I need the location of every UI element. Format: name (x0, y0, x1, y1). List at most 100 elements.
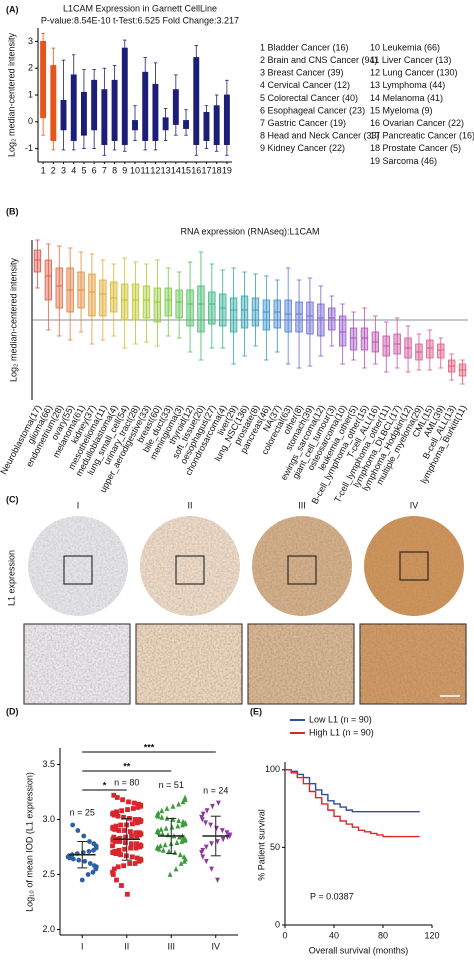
y-tick-label: 2.5 (42, 869, 55, 879)
dot (91, 841, 97, 847)
dot (169, 824, 175, 830)
box (172, 89, 179, 125)
dot (175, 823, 181, 829)
panel-label: (C) (6, 494, 19, 504)
y-tick-label: 0 (275, 919, 280, 929)
box (193, 57, 200, 145)
dot (126, 799, 131, 805)
dot (133, 845, 139, 851)
x-tick-label: 0 (282, 930, 287, 940)
column-label: II (187, 500, 192, 510)
box (197, 285, 205, 333)
box (284, 299, 292, 333)
x-tick-label: 16 (191, 165, 201, 175)
dot (172, 849, 178, 855)
box (186, 289, 194, 327)
x-tick-label: 5 (81, 165, 86, 175)
significance-label: *** (144, 742, 155, 752)
y-tick-label: 50 (270, 842, 280, 852)
dot (118, 852, 123, 858)
box (142, 71, 149, 141)
legend-entry: 4 Cervical Cancer (12) (260, 80, 350, 90)
box (70, 74, 77, 141)
dot (117, 835, 123, 841)
dot (158, 843, 163, 849)
box (60, 99, 67, 131)
legend-entry: 17 Pancreatic Cancer (16) (370, 131, 474, 141)
dot (92, 863, 97, 869)
dot (170, 803, 176, 809)
dot (86, 849, 92, 854)
dot (208, 822, 214, 828)
dot (176, 817, 182, 823)
box (142, 285, 151, 319)
dot (128, 845, 133, 851)
y-tick-label: 0 (28, 116, 33, 126)
box (80, 91, 87, 136)
box (203, 112, 210, 141)
x-tick-label: 18 (212, 165, 222, 175)
dot (177, 851, 183, 858)
dot (200, 854, 206, 860)
legend-entry: 8 Head and Neck Cancer (33) (260, 131, 380, 141)
x-tick-label: 17 (201, 165, 211, 175)
dot (124, 891, 130, 897)
significance-label: * (103, 780, 107, 790)
y-axis-label: Log₂ median-centered intensity (6, 32, 16, 157)
dot (162, 841, 168, 848)
box (121, 47, 128, 145)
y-tick-label: -1 (25, 143, 33, 153)
dot (176, 801, 182, 807)
box (162, 117, 169, 131)
dot (129, 854, 135, 860)
dot (224, 830, 230, 836)
x-tick-label: 40 (329, 930, 339, 940)
legend-entry: 19 Sarcoma (46) (370, 156, 437, 166)
box (306, 301, 314, 335)
y-axis-label: Log₂ median-centered intensity (8, 257, 18, 382)
dot (155, 810, 161, 816)
dot (112, 849, 118, 854)
y-axis-label: Log₁₀ of mean IOD (L1 expression) (24, 772, 34, 912)
dot (134, 855, 140, 861)
x-tick-label: I (81, 941, 84, 951)
x-tick-label: 10 (130, 165, 140, 175)
box (164, 287, 172, 317)
dot (116, 847, 122, 853)
dot (85, 872, 91, 877)
y-tick-label: 2.0 (42, 924, 55, 934)
box (153, 287, 162, 323)
dot (130, 821, 135, 827)
dot (160, 847, 166, 853)
chart-title: L1CAM Expression in Garnett CellLine (63, 3, 217, 13)
y-tick-label: 1 (28, 89, 33, 99)
dot (116, 828, 122, 833)
legend-entry: 18 Prostate Cancer (5) (370, 143, 461, 153)
dot (134, 833, 140, 839)
significance-label: ** (123, 761, 131, 771)
box (152, 83, 159, 141)
dot (163, 825, 169, 831)
zoom-box (63, 551, 429, 585)
x-tick-label: 3 (61, 165, 66, 175)
chart-title: RNA expression (RNAseq):L1CAM (180, 226, 319, 236)
survival-curve (285, 769, 420, 838)
y-tick-label: 100 (265, 764, 280, 774)
column-label: IV (410, 500, 419, 510)
box (33, 249, 42, 273)
box (240, 295, 249, 329)
tissue-core (28, 516, 464, 616)
dot (70, 822, 76, 828)
x-tick-label: 7 (102, 165, 107, 175)
box (273, 299, 281, 329)
box (360, 327, 369, 351)
dot (173, 866, 179, 872)
dot (75, 828, 81, 833)
legend-entry: 1 Bladder Cancer (16) (260, 42, 349, 52)
dot (200, 847, 206, 854)
dot (117, 839, 123, 844)
dot (119, 883, 124, 888)
dot (203, 844, 209, 850)
box (40, 41, 47, 119)
box (295, 301, 303, 333)
